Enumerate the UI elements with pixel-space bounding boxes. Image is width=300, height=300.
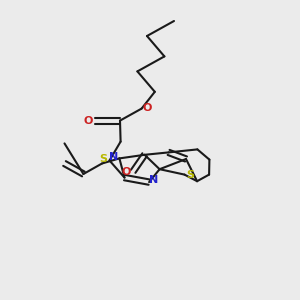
Text: O: O xyxy=(122,167,131,177)
Text: N: N xyxy=(149,175,158,185)
Text: S: S xyxy=(187,170,194,180)
Text: S: S xyxy=(100,154,107,164)
Text: O: O xyxy=(143,103,152,113)
Text: O: O xyxy=(83,116,93,126)
Text: N: N xyxy=(110,152,118,162)
